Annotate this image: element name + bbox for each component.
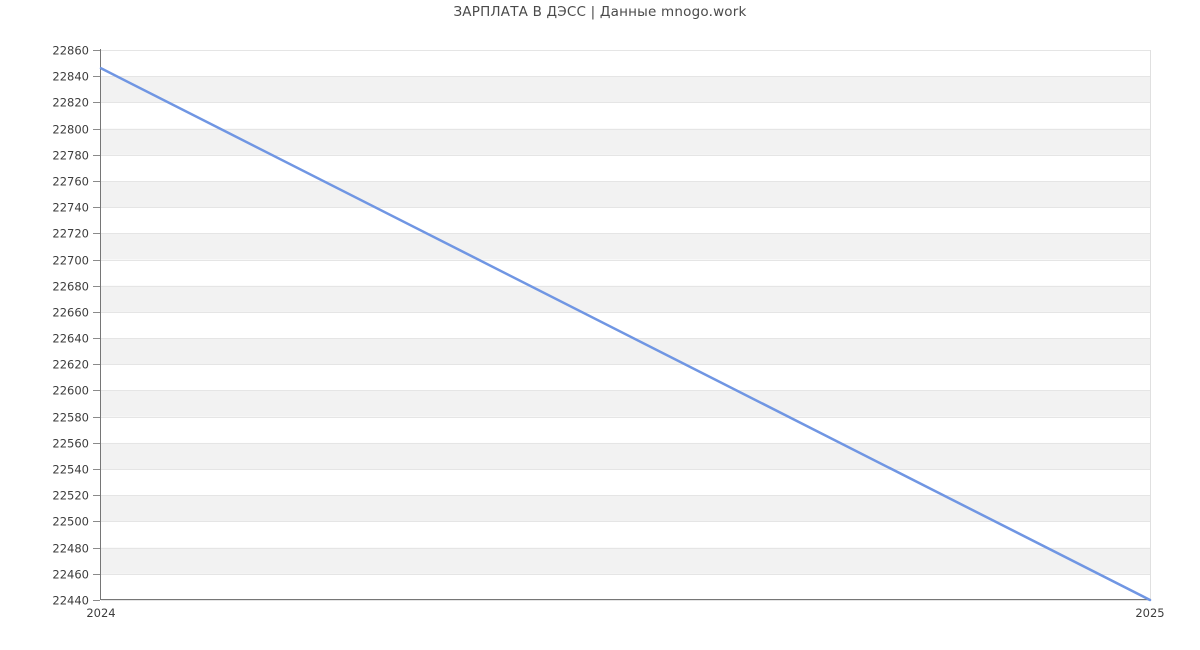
plot-band	[101, 338, 1150, 365]
series-line	[99, 67, 1152, 602]
plot-band	[101, 233, 1150, 260]
y-tick-label: 22640	[52, 332, 89, 346]
y-tick-label: 22500	[52, 515, 89, 529]
y-tick-label: 22800	[52, 123, 89, 137]
y-tick-label: 22740	[52, 201, 89, 215]
y-tick-label: 22440	[52, 594, 89, 608]
chart-title: ЗАРПЛАТА В ДЭСС | Данные mnogo.work	[453, 4, 747, 20]
y-tick-label: 22460	[52, 568, 89, 582]
y-tick-label: 22700	[52, 254, 89, 268]
y-tick-label: 22620	[52, 358, 89, 372]
plot-band	[101, 390, 1150, 417]
y-tick-label: 22600	[52, 384, 89, 398]
y-tick-label: 22840	[52, 70, 89, 84]
plot-band	[101, 76, 1150, 103]
y-tick-label: 22580	[52, 411, 89, 425]
y-tick-label: 22660	[52, 306, 89, 320]
plot-band	[101, 181, 1150, 208]
y-tick-label: 22760	[52, 175, 89, 189]
y-tick-label: 22540	[52, 463, 89, 477]
x-tick-label: 2024	[86, 606, 115, 620]
x-tick-label: 2025	[1135, 606, 1164, 620]
y-tick-label: 22520	[52, 489, 89, 503]
plot-band	[101, 285, 1150, 312]
y-tick-label: 22720	[52, 227, 89, 241]
plot-band	[101, 442, 1150, 470]
y-tick-label: 22560	[52, 437, 89, 451]
y-tick-label: 22780	[52, 149, 89, 163]
y-tick-label: 22860	[52, 44, 89, 58]
y-tick-label: 22820	[52, 96, 89, 110]
plot-band	[101, 547, 1150, 574]
y-tick-label: 22680	[52, 280, 89, 294]
plot-band	[101, 495, 1150, 522]
y-tick-label: 22480	[52, 542, 89, 556]
plot-band	[101, 128, 1150, 155]
